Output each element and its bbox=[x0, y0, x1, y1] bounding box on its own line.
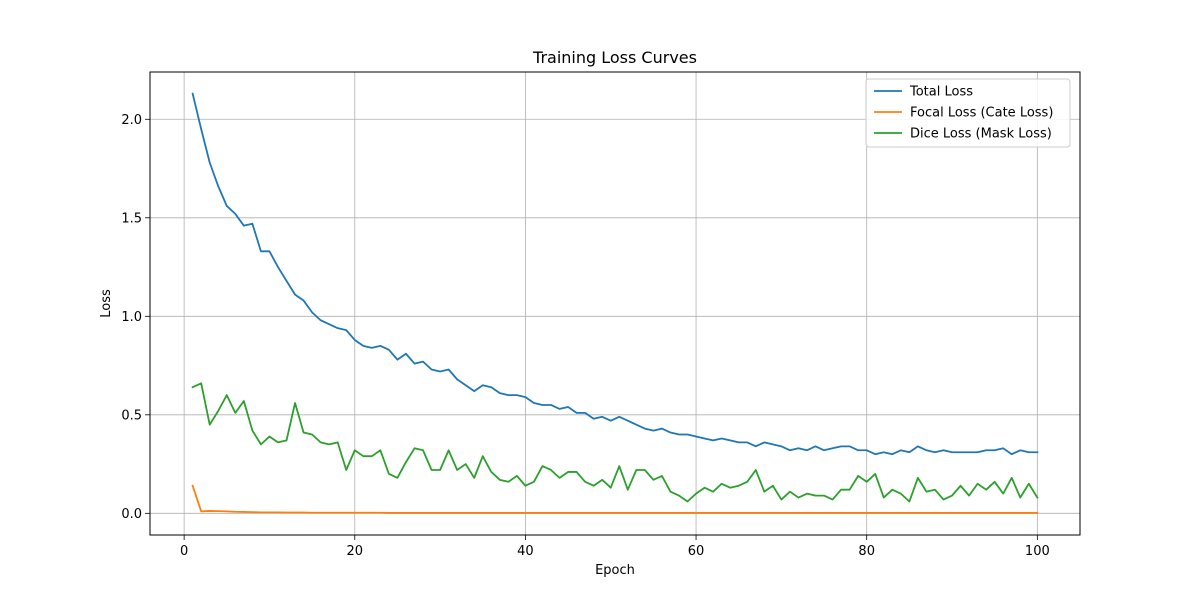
chart-title: Training Loss Curves bbox=[532, 48, 697, 67]
y-tick-label: 1.5 bbox=[121, 211, 142, 226]
legend-label: Focal Loss (Cate Loss) bbox=[910, 106, 1053, 121]
series-line-focal-loss-cate-loss bbox=[191, 484, 1039, 514]
x-axis-title: Epoch bbox=[595, 563, 635, 578]
y-tick-label: 0.5 bbox=[121, 408, 142, 423]
plot-frame bbox=[149, 71, 1081, 536]
x-tick-label: 20 bbox=[346, 544, 363, 559]
x-tick-label: 60 bbox=[688, 544, 705, 559]
x-tick-label: 100 bbox=[1025, 544, 1050, 559]
y-tick-label: 0.0 bbox=[121, 507, 142, 522]
x-tick-label: 80 bbox=[858, 544, 875, 559]
series-line-total-loss bbox=[191, 92, 1039, 456]
y-tick-label: 1.0 bbox=[121, 310, 142, 325]
x-tick-label: 0 bbox=[180, 544, 188, 559]
legend: Total Loss Focal Loss (Cate Loss) Dice Los… bbox=[865, 78, 1071, 148]
legend-box bbox=[865, 78, 1071, 148]
legend-label: Total Loss bbox=[909, 85, 973, 100]
x-tick-label: 40 bbox=[517, 544, 534, 559]
y-axis-title: Loss bbox=[99, 289, 114, 318]
series-line-dice-loss-mask-loss bbox=[191, 382, 1039, 503]
legend-label: Dice Loss (Mask Loss) bbox=[910, 127, 1052, 142]
y-tick-label: 2.0 bbox=[121, 113, 142, 128]
x-axis: 0 20 40 60 80 100 bbox=[180, 535, 1050, 559]
y-axis: 0.0 0.5 1.0 1.5 2.0 bbox=[121, 113, 150, 522]
series-layer bbox=[191, 92, 1039, 514]
